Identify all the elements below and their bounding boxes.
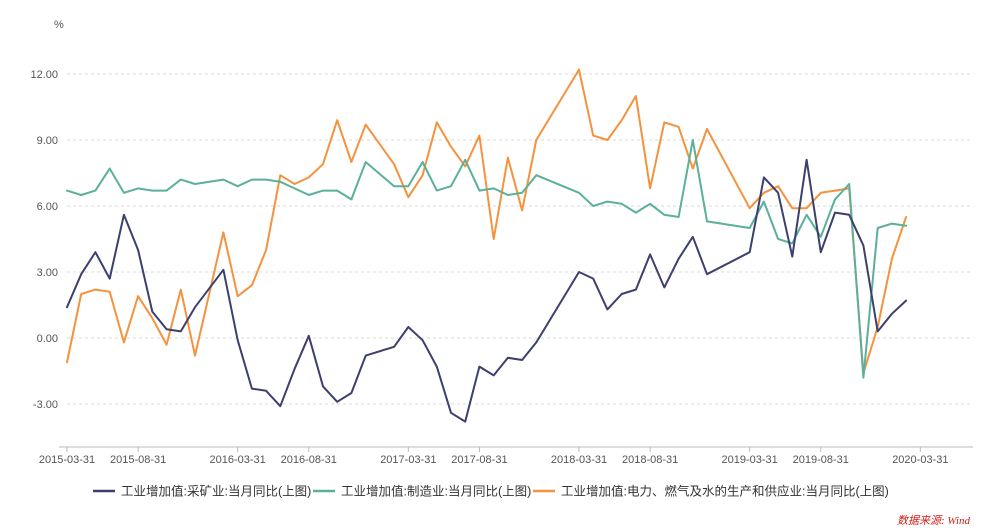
x-tick-label: 2015-03-31 [39, 454, 95, 466]
x-tick-label: 2020-03-31 [892, 454, 948, 466]
legend-label: 工业增加值:电力、燃气及水的生产和供应业:当月同比(上图) [561, 484, 889, 499]
legend[interactable]: 工业增加值:采矿业:当月同比(上图) 工业增加值:制造业:当月同比(上图) 工业增加… [93, 484, 889, 499]
x-tick-label: 2017-03-31 [380, 454, 436, 466]
y-tick-label: 12.00 [30, 69, 58, 81]
x-tick-label: 2015-08-31 [110, 454, 166, 466]
y-tick-label: 9.00 [37, 135, 58, 147]
series-line [66, 68, 908, 375]
x-tick-label: 2016-03-31 [210, 454, 266, 466]
y-tick-label: -3.00 [33, 399, 58, 411]
series-layer [66, 68, 908, 423]
x-tick-label: 2016-08-31 [281, 454, 337, 466]
legend-item[interactable]: 工业增加值:电力、燃气及水的生产和供应业:当月同比(上图) [533, 484, 889, 499]
x-tick-label: 2017-08-31 [451, 454, 507, 466]
gridlines [67, 73, 973, 405]
y-axis-unit: % [54, 19, 64, 31]
x-tick-label: 2018-08-31 [622, 454, 678, 466]
x-tick-label: 2019-08-31 [793, 454, 849, 466]
y-tick-label: 6.00 [37, 201, 58, 213]
series-line [66, 139, 908, 379]
x-tick-label: 2019-03-31 [722, 454, 778, 466]
legend-item[interactable]: 工业增加值:采矿业:当月同比(上图) [93, 484, 311, 499]
y-tick-label: 3.00 [37, 267, 58, 279]
data-source-note: 数据来源: Wind [897, 514, 971, 527]
legend-label: 工业增加值:采矿业:当月同比(上图) [121, 484, 311, 499]
legend-item[interactable]: 工业增加值:制造业:当月同比(上图) [313, 484, 531, 499]
series-line [66, 158, 908, 423]
y-tick-label: 0.00 [37, 333, 58, 345]
legend-label: 工业增加值:制造业:当月同比(上图) [341, 484, 531, 499]
y-axis-ticks: 12.00 9.00 6.00 3.00 0.00 -3.00 [30, 69, 58, 411]
x-axis-ticks: 2015-03-31 2015-08-31 2016-03-31 2016-08-31… [39, 447, 948, 466]
x-tick-label: 2018-03-31 [551, 454, 607, 466]
